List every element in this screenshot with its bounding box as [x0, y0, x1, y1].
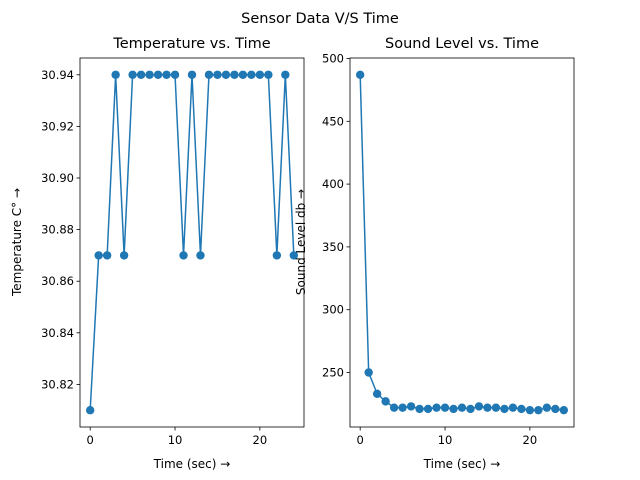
sound-level-data-point — [381, 397, 390, 406]
temperature-data-point — [119, 251, 129, 260]
temperature-y-axis-label: Temperature C° → — [10, 188, 24, 297]
temperature-data-point — [94, 251, 103, 260]
temperature-y-tick-label: 30.92 — [41, 119, 74, 133]
temperature-x-tick-label: 0 — [87, 433, 94, 447]
sound-level-data-point — [457, 403, 467, 412]
temperature-y-tick-label: 30.86 — [41, 274, 74, 288]
figure-suptitle: Sensor Data V/S Time — [241, 11, 399, 27]
temperature-data-point — [162, 70, 171, 79]
sound-level-data-point — [500, 404, 509, 414]
sound-level-x-tick-label: 10 — [438, 433, 453, 447]
temperature-y-tick-label: 30.84 — [41, 326, 74, 340]
temperature-x-axis-label: Time (sec) → — [153, 457, 231, 471]
temperature-data-point — [111, 70, 120, 79]
sound-level-panel: Sound Level vs. Time Time (sec) → Sound … — [294, 36, 575, 471]
sound-level-plot-title: Sound Level vs. Time — [385, 36, 539, 52]
sound-level-data-point — [355, 70, 365, 80]
sound-level-data-point — [440, 403, 450, 412]
sound-level-data-point — [415, 404, 424, 414]
temperature-data-point — [238, 70, 248, 79]
temperature-x-tick-label: 20 — [253, 433, 268, 447]
temperature-plot-title: Temperature vs. Time — [112, 36, 270, 52]
temperature-panel: Temperature vs. Time Time (sec) → Temper… — [10, 36, 305, 471]
temperature-data-point — [128, 70, 137, 79]
sound-level-data-point — [398, 403, 407, 412]
sound-level-data-point — [432, 403, 441, 412]
sound-level-data-point — [491, 403, 501, 412]
sound-level-data-point — [525, 405, 535, 415]
sound-level-y-tick-label: 350 — [322, 240, 344, 254]
temperature-data-point — [85, 406, 95, 415]
sound-level-data-point — [508, 403, 518, 412]
temperature-data-point — [179, 251, 188, 260]
sound-level-data-point — [406, 402, 416, 411]
sound-level-axes-frame — [349, 57, 575, 428]
sound-level-data-point — [483, 403, 492, 412]
temperature-x-tick-label: 10 — [168, 433, 183, 447]
temperature-data-point — [153, 70, 163, 79]
sound-level-x-tick-label: 20 — [523, 433, 538, 447]
sound-level-data-point — [364, 368, 373, 377]
temperature-data-point — [196, 251, 205, 260]
sound-level-y-tick-label: 400 — [322, 177, 344, 191]
sound-level-y-tick-label: 450 — [322, 114, 344, 128]
sound-level-data-point — [423, 404, 433, 414]
temperature-data-point — [230, 70, 239, 79]
temperature-data-point — [289, 251, 299, 260]
sound-level-data-point — [559, 405, 569, 415]
sound-level-data-point — [534, 405, 543, 415]
temperature-y-tick-label: 30.88 — [41, 223, 74, 237]
temperature-data-point — [145, 70, 154, 79]
temperature-data-point — [281, 70, 290, 79]
temperature-y-tick-label: 30.82 — [41, 377, 74, 391]
temperature-data-point — [247, 70, 256, 79]
temperature-data-point — [136, 70, 146, 79]
sound-level-data-point — [517, 404, 526, 414]
sound-level-data-point — [466, 404, 475, 414]
temperature-data-point — [102, 251, 112, 260]
temperature-data-point — [221, 70, 231, 79]
temperature-data-point — [213, 70, 222, 79]
sound-level-data-point — [389, 403, 399, 412]
sound-level-y-tick-label: 250 — [322, 365, 344, 379]
sound-level-x-tick-label: 0 — [357, 433, 364, 447]
temperature-y-tick-label: 30.90 — [41, 171, 74, 185]
temperature-data-point — [187, 70, 197, 79]
temperature-data-point — [204, 70, 214, 79]
temperature-data-point — [170, 70, 180, 79]
sound-level-y-tick-label: 500 — [322, 52, 344, 66]
sound-level-data-point — [474, 402, 484, 411]
sound-level-data-point — [551, 404, 560, 414]
sound-level-data-point — [372, 389, 382, 399]
sound-level-y-tick-label: 300 — [322, 303, 344, 317]
temperature-data-point — [255, 70, 265, 79]
temperature-data-point — [272, 251, 282, 260]
sound-level-data-point — [542, 403, 552, 412]
temperature-data-point — [264, 70, 273, 79]
sound-level-y-axis-label: Sound Level db → — [294, 189, 308, 295]
temperature-axes-frame — [79, 57, 305, 428]
sound-level-x-axis-label: Time (sec) → — [423, 457, 501, 471]
temperature-y-tick-label: 30.94 — [41, 68, 74, 82]
sound-level-data-point — [449, 404, 458, 414]
